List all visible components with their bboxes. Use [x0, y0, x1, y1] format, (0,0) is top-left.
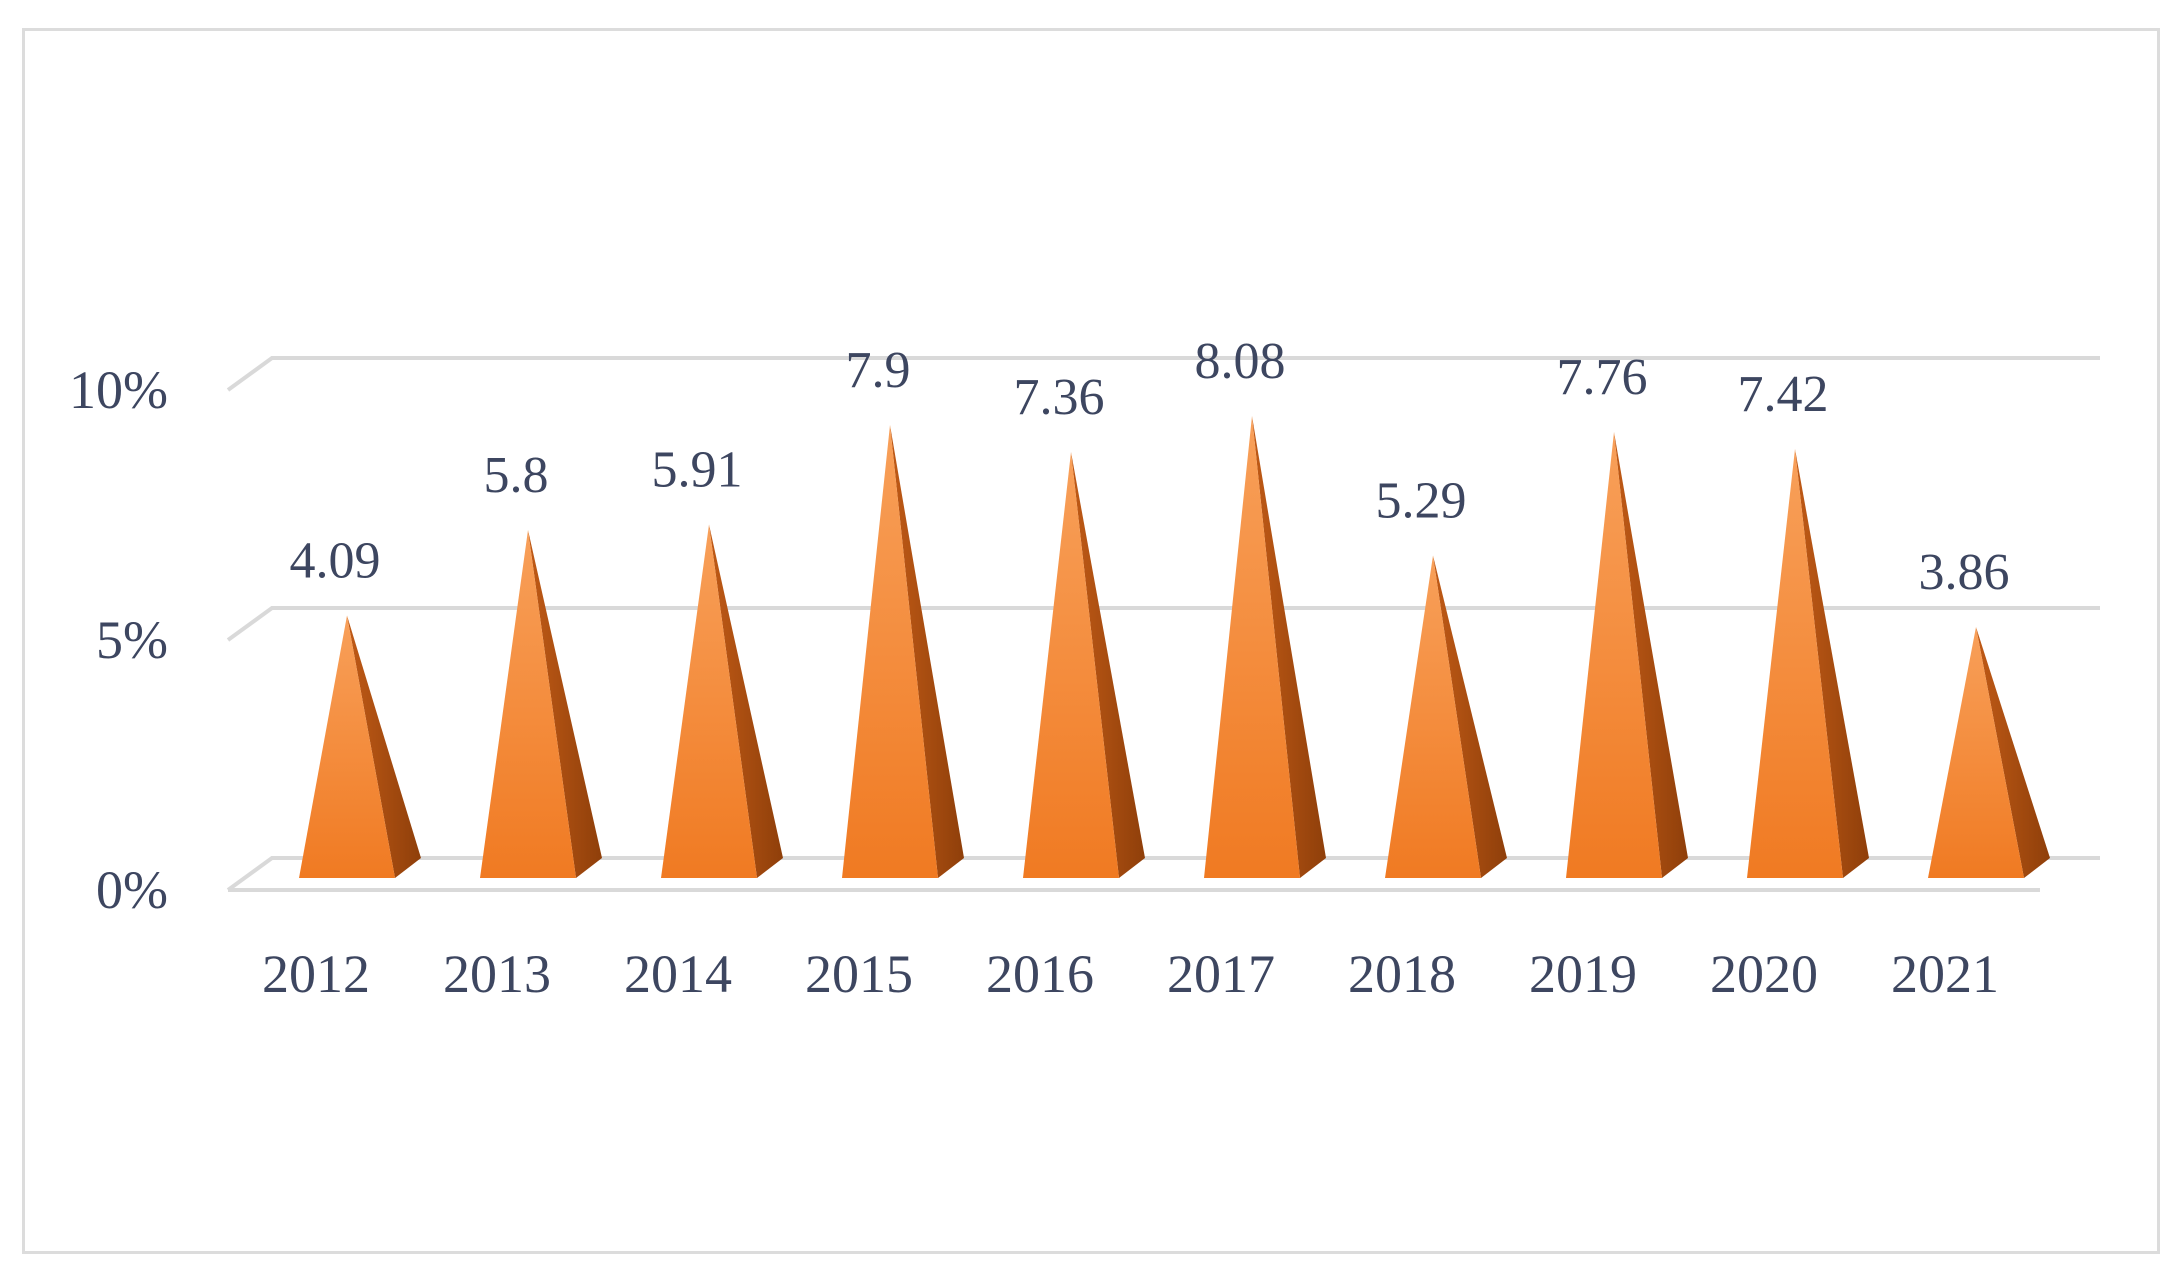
- y-axis-ticks: 0% 5% 10%: [69, 360, 168, 920]
- x-category-label: 2017: [1167, 944, 1275, 1004]
- y-tick-label: 10%: [69, 360, 168, 420]
- data-label: 8.08: [1195, 333, 1286, 390]
- pyramid-side-face: [347, 615, 421, 878]
- pyramid-front-face: [480, 530, 576, 878]
- pyramid-side-face: [1976, 627, 2050, 878]
- gridline: [226, 606, 2100, 642]
- pyramid-side-face: [709, 524, 783, 878]
- x-category-label: 2014: [624, 944, 732, 1004]
- pyramid-front-face: [842, 425, 938, 878]
- x-category-label: 2012: [262, 944, 370, 1004]
- data-label: 4.09: [290, 533, 381, 590]
- y-tick-label: 5%: [96, 610, 168, 670]
- pyramid-front-face: [299, 615, 395, 878]
- x-category-label: 2015: [805, 944, 913, 1004]
- pyramid-side-face: [528, 530, 602, 878]
- pyramid-front-face: [1928, 627, 2024, 878]
- gridline: [226, 356, 2100, 392]
- x-category-label: 2013: [443, 944, 551, 1004]
- data-label: 7.36: [1014, 369, 1105, 426]
- pyramid-bar: [1385, 555, 1507, 878]
- pyramid-side-face: [1433, 555, 1507, 878]
- bars: [299, 416, 2050, 878]
- x-category-label: 2018: [1348, 944, 1456, 1004]
- pyramid-bar: [1928, 627, 2050, 878]
- pyramid-front-face: [1023, 452, 1119, 878]
- data-label: 7.9: [846, 342, 911, 399]
- pyramid-front-face: [1204, 416, 1300, 878]
- pyramid-bar: [661, 524, 783, 878]
- x-category-label: 2016: [986, 944, 1094, 1004]
- pyramid-bar: [480, 530, 602, 878]
- pyramid-bar: [1566, 432, 1688, 878]
- pyramid-side-face: [1252, 416, 1326, 878]
- pyramid-front-face: [1566, 432, 1662, 878]
- x-category-label: 2021: [1891, 944, 1999, 1004]
- pyramid-side-face: [1614, 432, 1688, 878]
- pyramid-front-face: [661, 524, 757, 878]
- y-tick-label: 0%: [96, 860, 168, 920]
- pyramid-side-face: [890, 425, 964, 878]
- data-label: 7.42: [1738, 366, 1829, 423]
- data-label: 5.29: [1376, 473, 1467, 530]
- pyramid-bar: [1747, 449, 1869, 878]
- x-axis-categories: 2012 2013 2014 2015 2016 2017 2018 2019 2020 2021: [262, 944, 1999, 1004]
- pyramid-bar: [842, 425, 964, 878]
- data-label: 5.8: [484, 447, 549, 504]
- pyramid-bar: [299, 615, 421, 878]
- pyramid-side-face: [1071, 452, 1145, 878]
- pyramid-bar: [1023, 452, 1145, 878]
- data-label: 5.91: [652, 442, 743, 499]
- pyramid-bar: [1204, 416, 1326, 878]
- pyramid-front-face: [1385, 555, 1481, 878]
- data-label: 3.86: [1919, 544, 2010, 601]
- pyramid-side-face: [1795, 449, 1869, 878]
- data-labels: 4.09 5.8 5.91 7.9 7.36 8.08 5.29 7.76 7.42 3.86: [290, 333, 2010, 601]
- x-category-label: 2019: [1529, 944, 1637, 1004]
- x-category-label: 2020: [1710, 944, 1818, 1004]
- data-label: 7.76: [1557, 349, 1648, 406]
- pyramid-front-face: [1747, 449, 1843, 878]
